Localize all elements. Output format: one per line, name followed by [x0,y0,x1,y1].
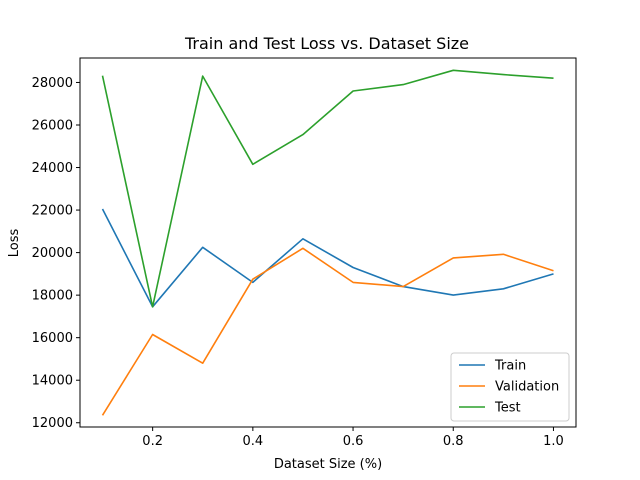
y-tick-label: 22000 [32,204,73,219]
plot-area [101,69,554,416]
x-tick-label: 0.8 [443,434,464,449]
legend-label-validation: Validation [495,380,559,395]
y-axis-label: Loss [7,229,22,258]
series-line-validation [101,247,554,416]
axes-frame [79,57,577,428]
x-axis-label: Dataset Size (%) [274,457,382,472]
legend-label-test: Test [494,401,521,416]
series-line-train [101,208,554,308]
y-tick-label: 20000 [32,246,73,261]
x-tick-label: 1.0 [543,434,564,449]
x-tick-label: 0.2 [142,434,163,449]
y-tick-label: 24000 [32,161,73,176]
legend-label-train: Train [494,359,526,374]
legend-box [450,352,570,422]
y-tick-label: 26000 [32,118,73,133]
y-axis: 12000 14000 16000 18000 20000 22000 24000 26000… [32,76,80,431]
x-tick-label: 0.4 [243,434,264,449]
series-line-test [101,69,554,308]
y-tick-label: 12000 [32,416,73,431]
chart-title: Train and Test Loss vs. Dataset Size [184,34,469,53]
x-tick-label: 0.6 [343,434,364,449]
x-axis: 0.2 0.4 0.6 0.8 1.0 [142,427,564,449]
legend: Train Validation Test [450,352,570,422]
y-tick-label: 18000 [32,289,73,304]
y-tick-label: 14000 [32,374,73,389]
y-tick-label: 16000 [32,331,73,346]
y-tick-label: 28000 [32,76,73,91]
